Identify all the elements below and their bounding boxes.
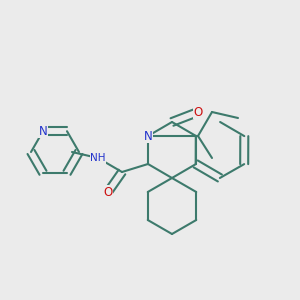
Text: O: O xyxy=(194,106,202,118)
Text: N: N xyxy=(144,130,152,142)
Text: N: N xyxy=(39,125,47,138)
Text: O: O xyxy=(103,185,112,199)
Text: NH: NH xyxy=(90,153,106,163)
